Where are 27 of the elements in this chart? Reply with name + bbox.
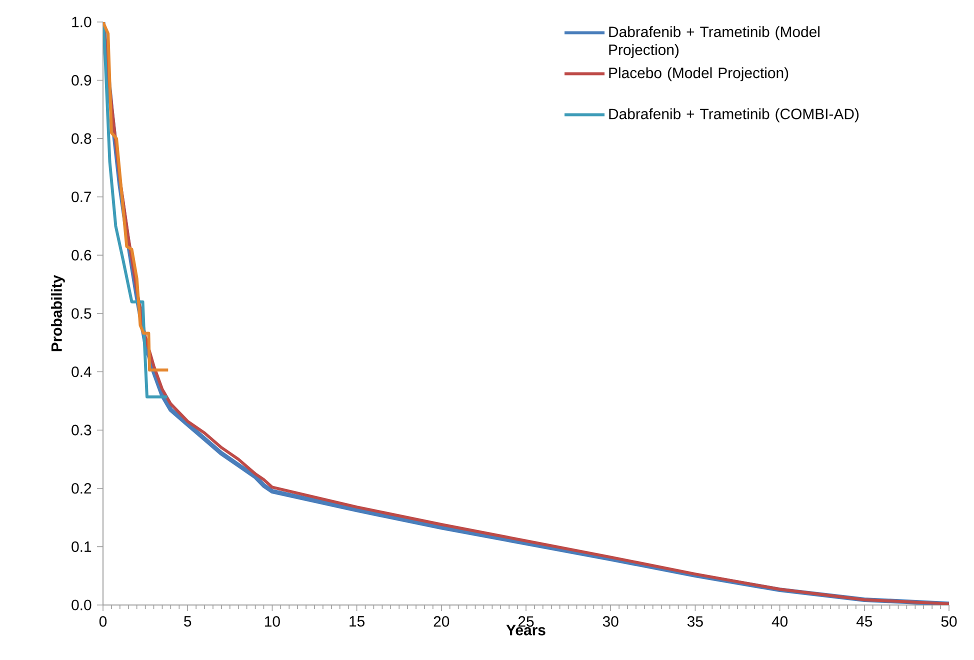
y-tick-label: 0.3 bbox=[72, 424, 92, 436]
y-tick-label: 0.1 bbox=[72, 541, 92, 552]
legend-label: Dabrafenib + Trametinib (Model Projection) bbox=[609, 26, 820, 58]
x-tick-label: 50 bbox=[941, 616, 957, 627]
x-tick-label: 10 bbox=[265, 616, 280, 627]
y-tick-label: 0.6 bbox=[72, 250, 92, 260]
y-tick-label: 1.0 bbox=[72, 16, 92, 28]
x-tick-label: 40 bbox=[772, 616, 788, 627]
legend-label: Placebo (Model Projection) bbox=[609, 67, 788, 82]
x-tick-label: 35 bbox=[687, 616, 703, 627]
y-tick-label: 0.9 bbox=[72, 74, 92, 86]
y-tick-label: 0.4 bbox=[72, 366, 92, 378]
x-tick-label: 30 bbox=[602, 616, 618, 627]
x-axis-title: Years bbox=[506, 624, 546, 636]
y-tick-label: 0.8 bbox=[72, 133, 92, 144]
x-tick-label: 15 bbox=[350, 616, 364, 627]
x-tick-label: 45 bbox=[856, 616, 872, 627]
x-tick-label: 5 bbox=[184, 616, 192, 627]
x-tick-label: 0 bbox=[99, 616, 107, 627]
y-axis-title: Probability bbox=[50, 274, 65, 352]
y-tick-label: 0.2 bbox=[72, 483, 92, 494]
y-tick-label: 0.7 bbox=[72, 192, 92, 202]
x-tick-label: 25 bbox=[518, 616, 534, 627]
y-tick-label: 0.5 bbox=[72, 308, 92, 319]
legend-label: Dabrafenib + Trametinib (COMBI-AD) bbox=[609, 108, 859, 122]
y-tick-label: 0.0 bbox=[72, 600, 92, 610]
x-tick-label: 20 bbox=[434, 616, 450, 627]
